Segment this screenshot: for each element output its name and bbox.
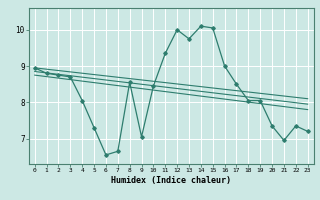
X-axis label: Humidex (Indice chaleur): Humidex (Indice chaleur) [111, 176, 231, 185]
